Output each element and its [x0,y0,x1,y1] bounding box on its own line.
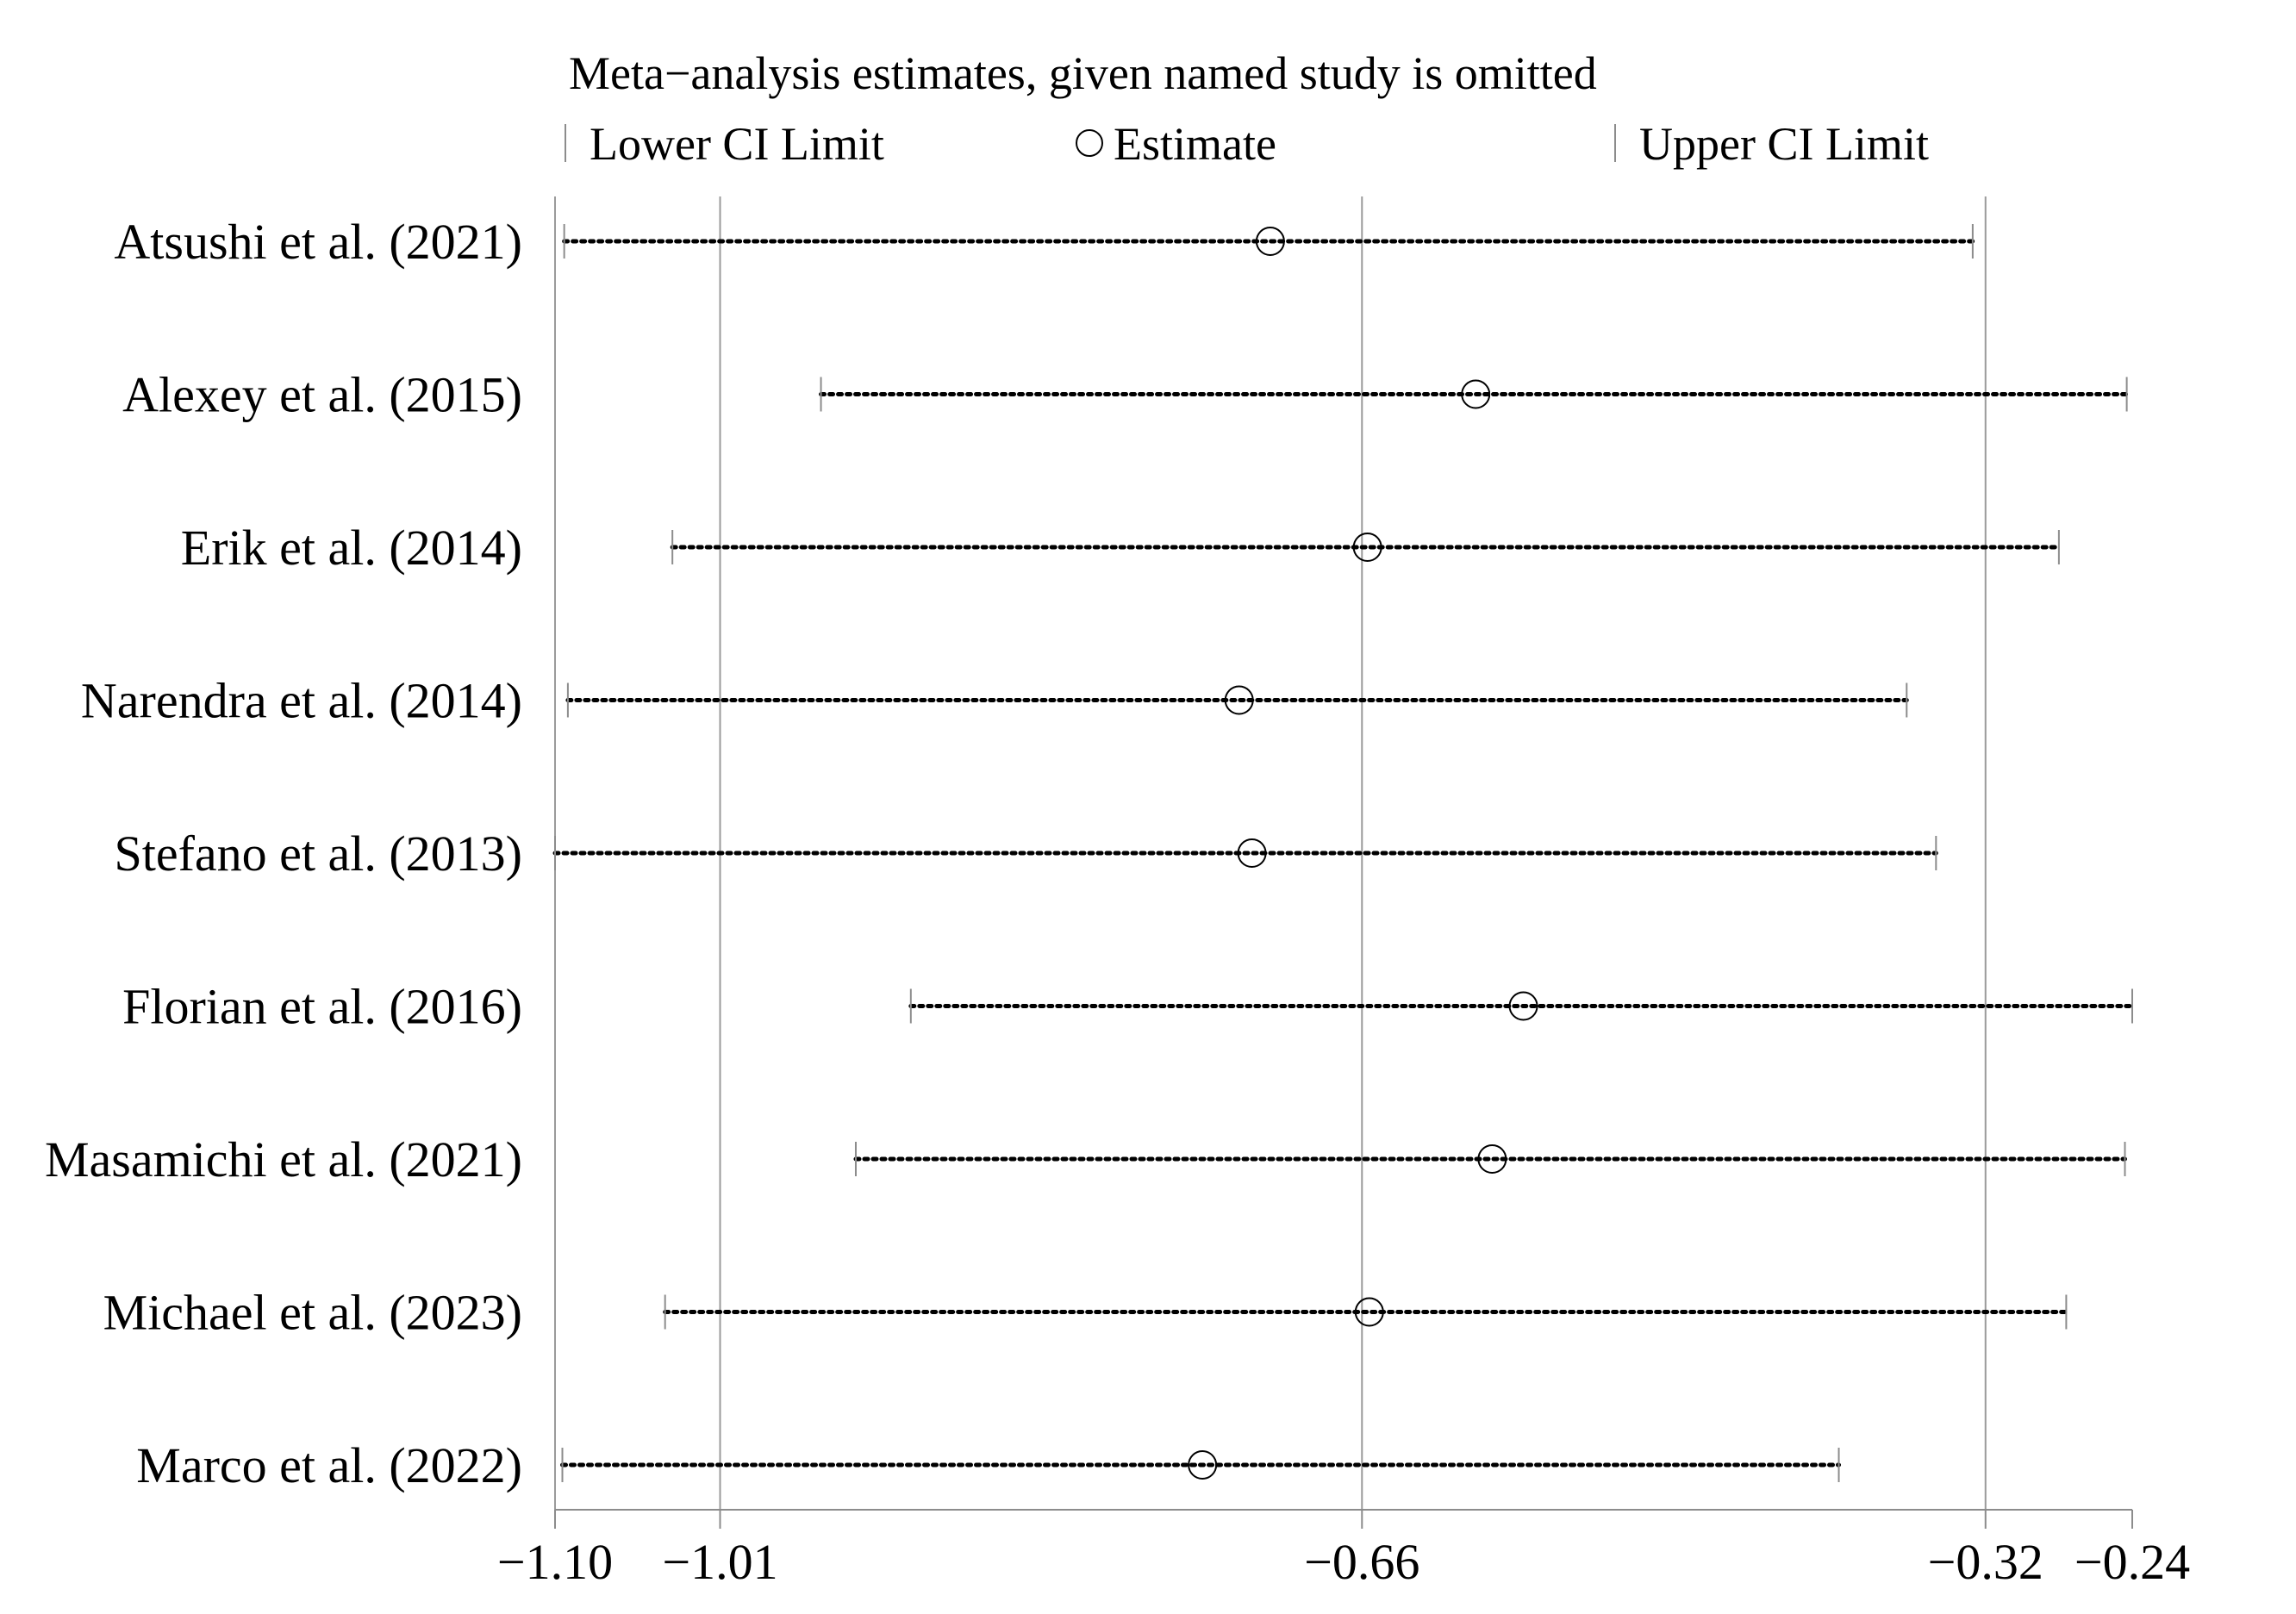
estimate-marker-0 [1255,227,1285,256]
x-tick-label-0: −1.10 [497,1534,613,1590]
estimate-marker-8 [1188,1450,1218,1480]
study-row-3 [565,682,1909,718]
study-row-0 [562,224,1975,259]
study-labels: Atsushi et al. (2021) Alexey et al. (2015… [45,214,522,1493]
study-label-7: Michael et al. (2023) [103,1285,522,1341]
legend-estimate-label: Estimate [1114,118,1276,170]
study-label-2: Erik et al. (2014) [181,520,522,576]
legend: Lower CI Limit Estimate Upper CI Limit [565,118,1929,170]
estimate-marker-1 [1461,379,1491,409]
study-label-0: Atsushi et al. (2021) [114,214,522,270]
estimate-marker-3 [1224,685,1254,715]
study-row-2 [670,530,2062,564]
study-row-8 [560,1448,1842,1482]
study-row-5 [908,988,2135,1024]
study-label-1: Alexey et al. (2015) [122,367,522,423]
estimate-marker-4 [1237,838,1267,868]
study-row-6 [853,1142,2127,1176]
study-label-8: Marco et al. (2022) [136,1437,522,1493]
estimate-marker-5 [1508,991,1538,1021]
x-tick-label-4: −0.24 [2075,1534,2190,1590]
estimate-marker-2 [1352,533,1382,562]
study-row-4 [552,836,1938,870]
study-row-1 [819,377,2130,412]
legend-lower-label: Lower CI Limit [590,118,884,170]
estimate-marker-6 [1477,1144,1507,1174]
x-tick-label-2: −0.66 [1304,1534,1419,1590]
study-rows [552,224,2135,1482]
study-label-3: Narendra et al. (2014) [81,673,522,729]
estimate-marker-7 [1354,1297,1384,1327]
study-label-6: Masamichi et al. (2021) [45,1131,522,1187]
x-tick-label-3: −0.32 [1928,1534,2043,1590]
x-axis: −1.10 −1.01 −0.66 −0.32 −0.24 [497,1509,2190,1590]
study-label-5: Florian et al. (2016) [122,979,522,1035]
study-label-4: Stefano et al. (2013) [114,826,522,882]
x-tick-label-1: −1.01 [662,1534,777,1590]
study-row-7 [663,1294,2068,1330]
chart-title: Meta−analysis estimates, given named stu… [569,47,1597,99]
legend-upper-label: Upper CI Limit [1639,118,1929,170]
legend-estimate-marker [1076,129,1103,157]
